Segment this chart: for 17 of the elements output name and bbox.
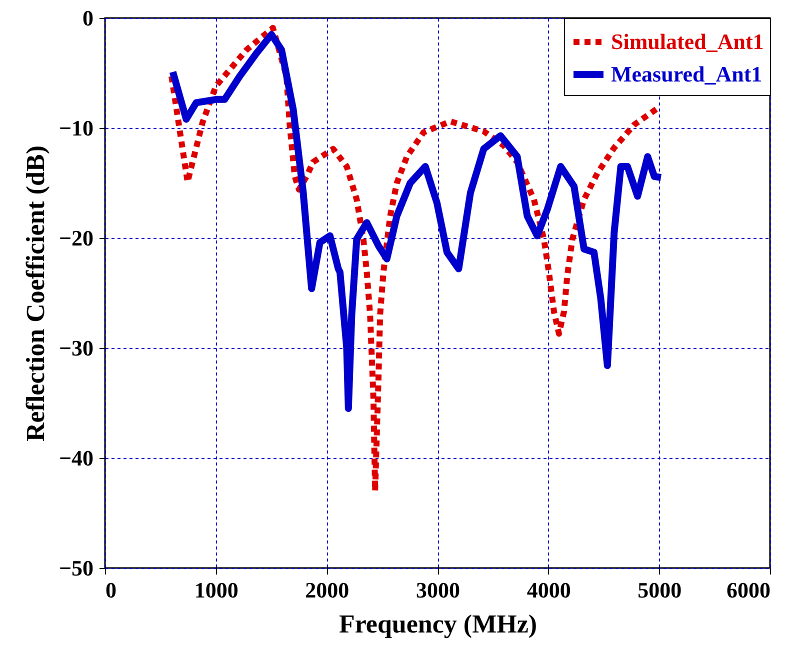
- x-axis-title: Frequency (MHz): [338, 610, 538, 638]
- y-tick-label: −20: [58, 226, 94, 250]
- x-tick-label: 5000: [638, 578, 682, 602]
- x-tick-label: 1000: [194, 578, 238, 602]
- y-tick-label: −40: [58, 446, 94, 470]
- y-tick-label: 0: [82, 6, 94, 30]
- x-tick-label: 6000: [726, 578, 770, 602]
- legend-label: Measured_Ant1: [611, 62, 762, 86]
- x-tick-label: 0: [106, 578, 116, 602]
- y-axis-title: Reflection Coefficient (dB): [20, 145, 50, 442]
- y-tick-label: −50: [58, 556, 94, 580]
- x-tick-label: 4000: [526, 578, 571, 602]
- y-tick-label: −10: [58, 116, 94, 140]
- x-tick-label: 3000: [416, 578, 460, 602]
- legend-label: Simulated_Ant1: [611, 29, 764, 54]
- y-tick-label: −30: [58, 336, 94, 360]
- x-tick-label: 2000: [305, 578, 350, 602]
